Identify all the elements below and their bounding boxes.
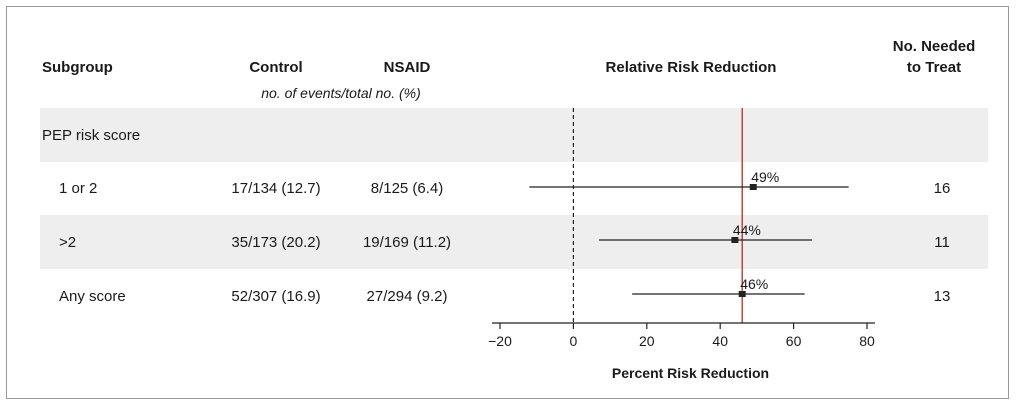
row-section-label: PEP risk score	[42, 127, 141, 144]
header-nnt-line2: to Treat	[906, 59, 962, 76]
figure-frame	[6, 6, 1009, 399]
row-band-section	[40, 108, 988, 162]
estimate-marker-3	[738, 291, 746, 297]
row-3-control: 52/307 (16.9)	[231, 288, 321, 305]
row-2-control: 35/173 (20.2)	[231, 234, 321, 251]
x-tick-label--20: −20	[488, 333, 512, 349]
row-2-nnt: 11	[934, 234, 950, 251]
x-tick-label-40: 40	[712, 333, 728, 349]
header-subgroup: Subgroup	[42, 59, 113, 76]
x-tick-label-80: 80	[859, 333, 875, 349]
row-1-control: 17/134 (12.7)	[231, 180, 321, 197]
estimate-marker-2	[731, 237, 739, 243]
estimate-label-3: 46%	[740, 276, 768, 292]
header-relative-risk-reduction: Relative Risk Reduction	[605, 59, 777, 76]
row-2-subgroup: >2	[59, 234, 77, 251]
estimate-marker-1	[749, 184, 757, 190]
x-axis-label: Percent Risk Reduction	[612, 365, 769, 381]
estimate-label-2: 44%	[733, 222, 761, 238]
row-3-nsaid: 27/294 (9.2)	[366, 288, 448, 305]
x-tick-label-20: 20	[639, 333, 655, 349]
estimate-label-1: 49%	[751, 169, 779, 185]
row-1-subgroup: 1 or 2	[59, 180, 98, 197]
row-3-nnt: 13	[933, 288, 951, 305]
row-band-2	[40, 215, 988, 269]
header-control: Control	[249, 59, 303, 76]
header-nsaid: NSAID	[383, 59, 431, 76]
row-3-subgroup: Any score	[59, 288, 126, 305]
header-events-note: no. of events/total no. (%)	[261, 85, 421, 101]
header-nnt-line1: No. Needed	[892, 38, 976, 55]
x-tick-label-60: 60	[786, 333, 802, 349]
row-2-nsaid: 19/169 (11.2)	[362, 234, 452, 251]
x-tick-label-0: 0	[570, 333, 578, 349]
row-1-nsaid: 8/125 (6.4)	[370, 180, 444, 197]
row-1-nnt: 16	[933, 180, 951, 197]
